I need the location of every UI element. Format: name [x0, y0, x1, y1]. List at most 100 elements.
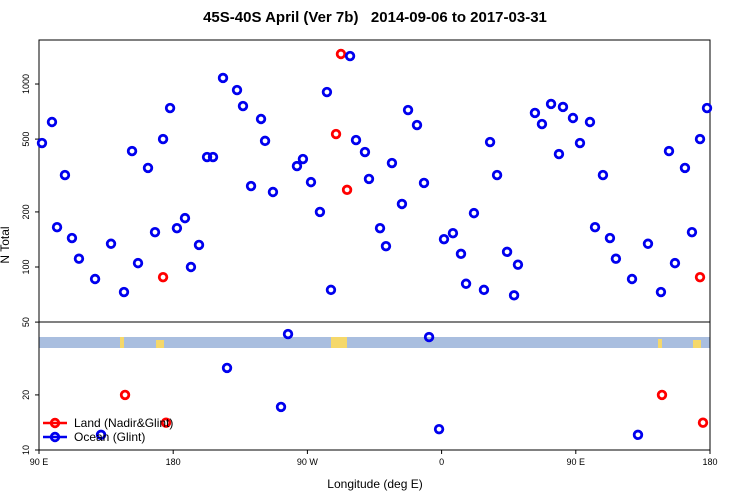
x-tick-label: 90 E — [567, 457, 586, 467]
point — [423, 331, 435, 343]
point — [701, 102, 713, 114]
point — [267, 186, 279, 198]
point — [350, 134, 362, 146]
point — [536, 118, 548, 130]
point — [36, 137, 48, 149]
y-tick-label: 10 — [21, 445, 31, 455]
point — [330, 128, 342, 140]
point — [610, 253, 622, 264]
point — [282, 328, 294, 340]
point — [297, 153, 309, 165]
point — [59, 169, 71, 181]
point — [221, 362, 233, 374]
point — [508, 290, 520, 301]
point — [656, 389, 668, 401]
point — [663, 145, 675, 157]
point — [237, 100, 249, 112]
point — [132, 257, 144, 269]
point — [325, 284, 337, 296]
point — [386, 157, 398, 169]
point — [231, 84, 243, 96]
point — [160, 417, 172, 428]
point — [314, 206, 326, 218]
point — [118, 286, 130, 298]
point — [632, 429, 644, 441]
point — [545, 98, 557, 110]
y-axis-label: N Total — [0, 226, 12, 263]
point — [95, 429, 107, 441]
point — [344, 50, 356, 62]
legend-marker — [49, 417, 61, 429]
point — [669, 257, 681, 269]
point — [604, 232, 616, 244]
point — [574, 137, 586, 149]
point — [341, 184, 353, 196]
point — [529, 107, 541, 119]
point — [411, 119, 423, 131]
point — [553, 148, 565, 160]
point — [149, 226, 161, 238]
point — [201, 151, 213, 163]
point — [142, 162, 154, 174]
point — [455, 248, 467, 260]
y-tick-label: 500 — [21, 132, 31, 147]
point — [275, 401, 287, 413]
point — [626, 273, 638, 285]
point — [589, 222, 601, 233]
point — [321, 86, 333, 98]
point — [374, 222, 386, 234]
legend-text: Ocean (Glint) — [74, 430, 145, 444]
y-tick-label: 20 — [21, 390, 31, 400]
x-tick-label: 0 — [439, 457, 444, 467]
point — [305, 176, 317, 188]
chart-title: 45S-40S April (Ver 7b) 2014-09-06 to 201… — [203, 9, 547, 26]
point — [363, 173, 375, 185]
point — [567, 112, 579, 124]
y-tick-label: 100 — [21, 259, 31, 274]
point — [126, 145, 138, 157]
point — [597, 169, 609, 181]
point — [46, 116, 58, 128]
point — [460, 278, 472, 289]
point — [255, 113, 267, 125]
point — [73, 253, 85, 264]
x-tick-label: 90 W — [297, 457, 319, 467]
point — [584, 116, 596, 128]
point — [51, 222, 63, 233]
land-ocean-strip — [39, 337, 710, 348]
point — [217, 72, 229, 84]
y-tick-label: 50 — [21, 317, 31, 327]
point — [679, 162, 691, 174]
x-tick-label: 180 — [166, 457, 181, 467]
point — [402, 104, 414, 116]
point — [686, 226, 698, 238]
point — [491, 169, 503, 181]
point — [694, 271, 706, 283]
point — [164, 102, 176, 114]
x-axis-label: Longitude (deg E) — [327, 477, 422, 491]
point — [89, 273, 101, 285]
y-tick-label: 1000 — [21, 74, 31, 94]
point — [359, 146, 371, 158]
x-tick-label: 90 E — [30, 457, 49, 467]
point — [512, 259, 524, 270]
point — [207, 151, 219, 163]
point — [694, 133, 706, 145]
point — [259, 135, 271, 147]
point — [642, 238, 654, 249]
point — [193, 239, 205, 251]
plot-frame — [38, 39, 711, 451]
point — [438, 233, 450, 245]
point — [697, 417, 709, 428]
point — [380, 240, 392, 252]
legend-marker — [49, 431, 61, 443]
point — [396, 198, 408, 210]
y-tick-label: 200 — [21, 204, 31, 219]
point — [66, 232, 78, 244]
point — [291, 160, 303, 172]
point — [557, 101, 569, 113]
point — [433, 423, 445, 435]
point — [157, 271, 169, 283]
legend-text: Land (Nadir&Glint) — [74, 416, 173, 430]
